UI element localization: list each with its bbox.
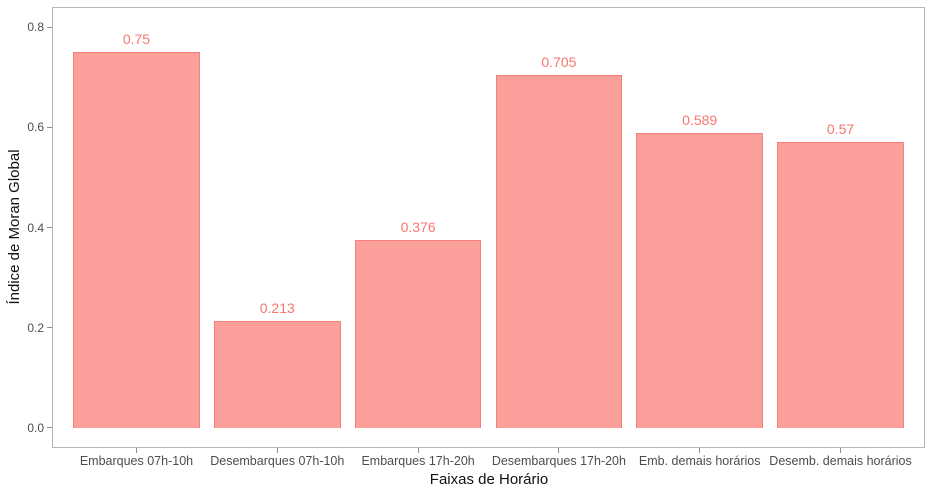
x-tick-label: Embarques 17h-20h [361,454,475,468]
y-tick-label: 0.6 [27,120,44,135]
bar-5 [636,132,764,428]
bar-value-label: 0.213 [259,300,295,317]
y-tick-label: 0.0 [27,420,44,435]
x-tick-label: Desembarques 07h-10h [210,454,345,468]
bar-value-label: 0.57 [826,121,855,138]
bar-6 [777,142,904,428]
y-tick-label: 0.8 [27,20,44,35]
bar-3 [354,239,482,428]
bar-value-label: 0.75 [122,31,151,48]
y-axis-title: Índice de Moran Global [6,149,23,305]
x-tick-mark [840,448,842,453]
y-tick-mark [47,227,52,228]
y-tick-mark [47,327,52,329]
bar-value-label: 0.589 [682,111,718,128]
x-tick-mark [558,448,560,453]
y-tick-mark [47,427,52,429]
bar-2 [213,321,341,428]
x-tick-label: Emb. demais horários [638,454,761,468]
x-tick-mark [417,448,419,453]
bar-4 [495,74,623,428]
y-tick-label: 0.4 [27,220,44,235]
x-tick-mark [276,448,278,453]
bar-value-label: 0.705 [541,53,577,70]
x-tick-label: Embarques 07h-10h [79,454,194,468]
x-tick-label: Desemb. demais horários [769,454,912,468]
x-axis-title: Faixas de Horário [429,471,549,488]
x-tick-label: Desembarques 17h-20h [491,454,626,468]
x-tick-mark [699,448,701,453]
x-tick-mark [135,448,137,453]
bar-value-label: 0.376 [400,218,436,235]
y-tick-mark [47,126,52,128]
bar-1 [73,52,200,428]
y-tick-mark [47,26,52,28]
y-tick-label: 0.2 [27,320,44,335]
